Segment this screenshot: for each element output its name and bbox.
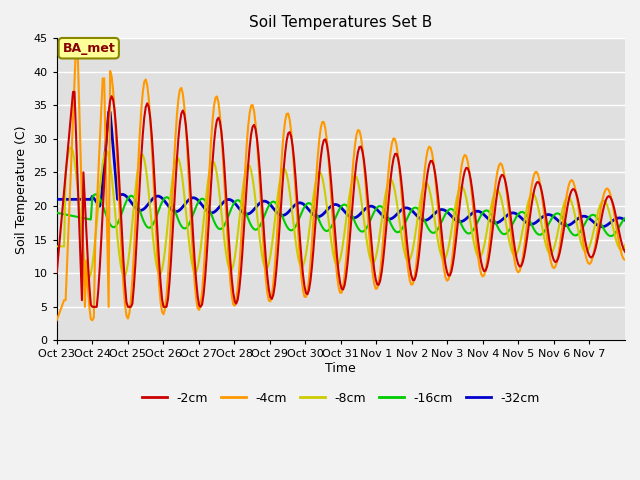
Title: Soil Temperatures Set B: Soil Temperatures Set B xyxy=(249,15,433,30)
Text: BA_met: BA_met xyxy=(62,42,115,55)
Y-axis label: Soil Temperature (C): Soil Temperature (C) xyxy=(15,125,28,253)
X-axis label: Time: Time xyxy=(326,362,356,375)
Legend: -2cm, -4cm, -8cm, -16cm, -32cm: -2cm, -4cm, -8cm, -16cm, -32cm xyxy=(137,387,545,410)
